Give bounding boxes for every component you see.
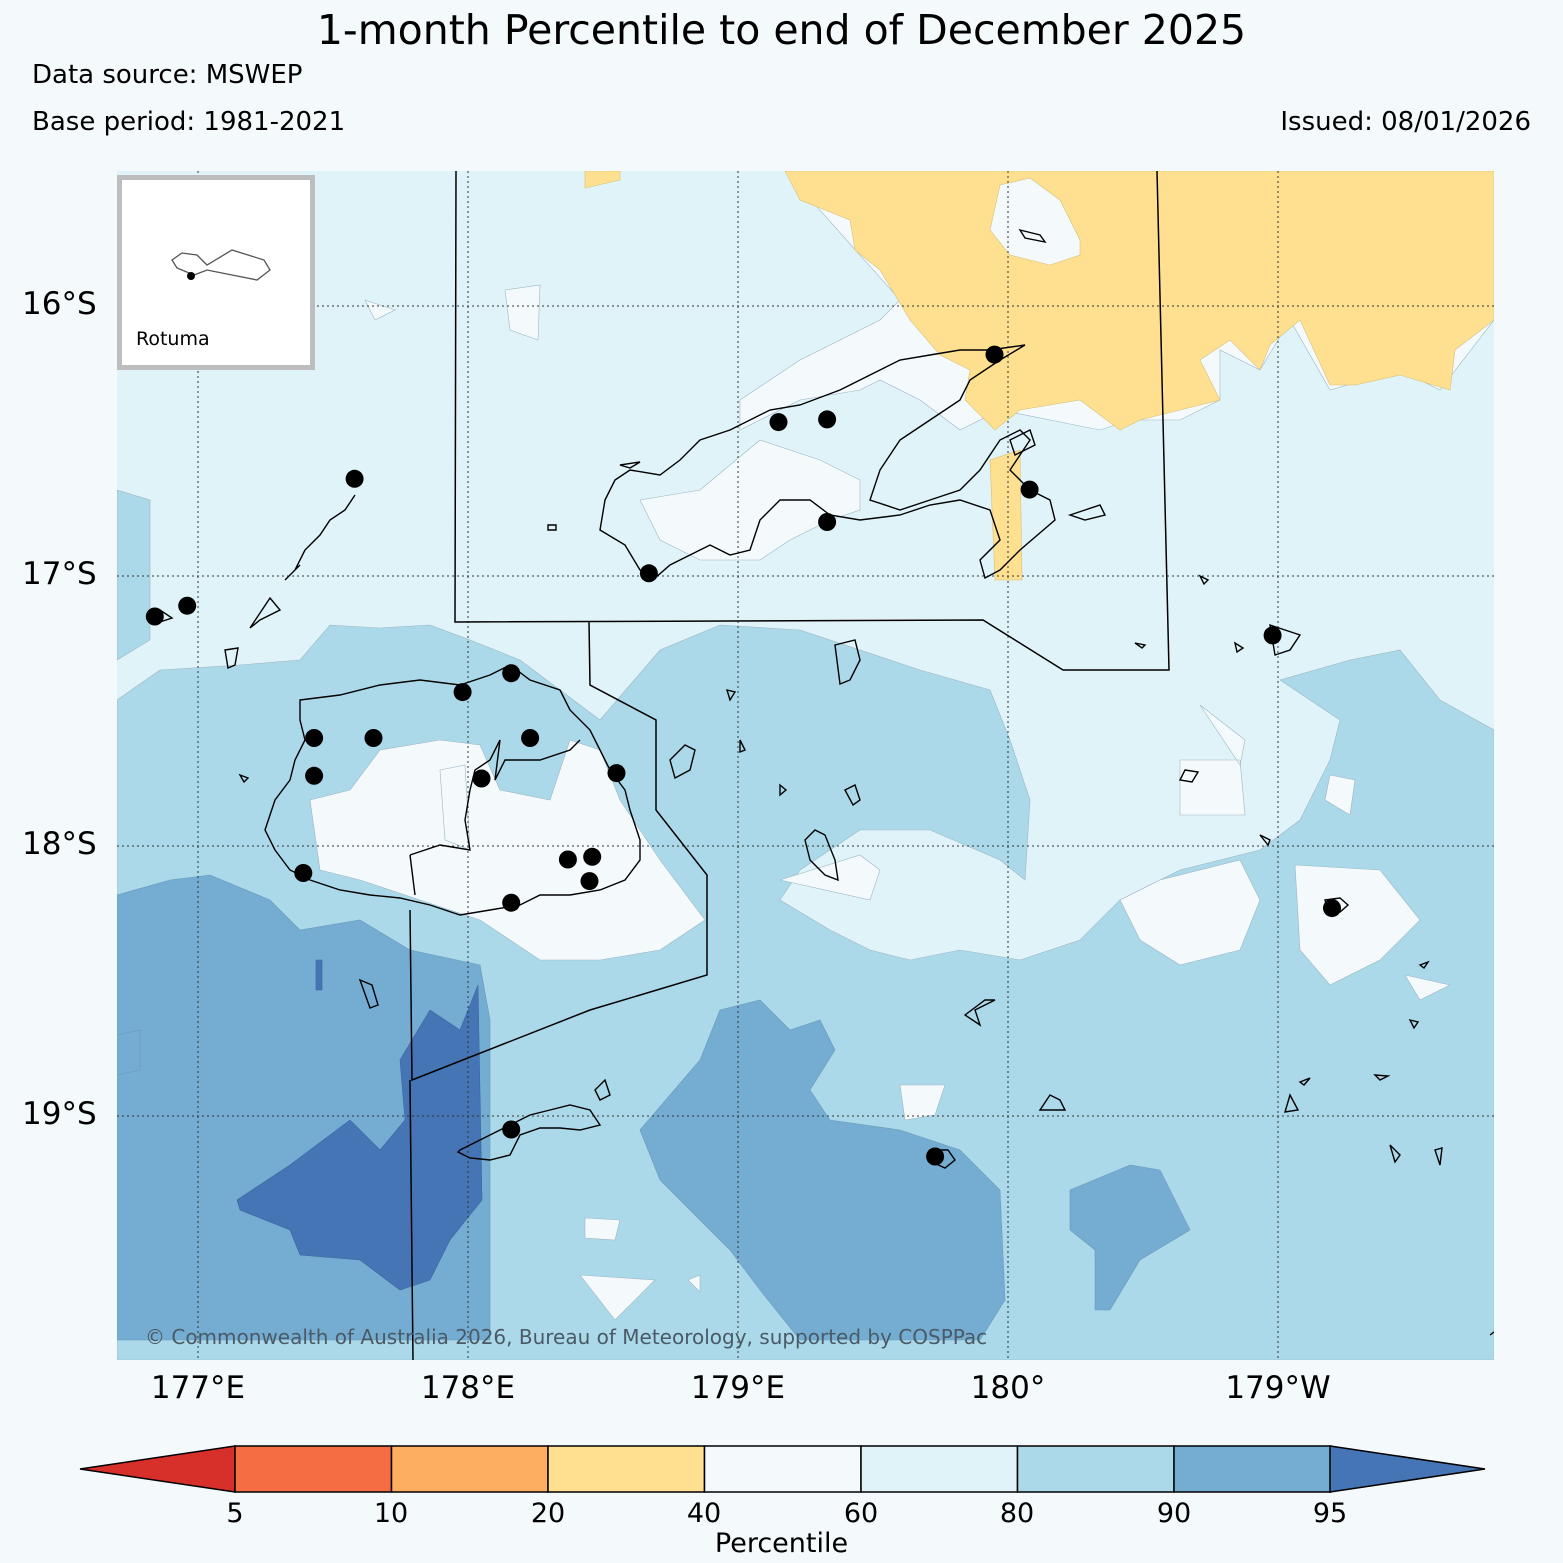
field-40-60-lake	[989, 177, 1081, 266]
lat-label-16s: 16°S	[22, 286, 97, 322]
colorbar-tick-5: 5	[226, 1498, 244, 1529]
field-20-40	[584, 171, 1494, 581]
lat-label-17s: 17°S	[22, 556, 97, 592]
division-boundaries	[409, 171, 1170, 1360]
station-marker	[639, 564, 658, 583]
copyright-notice: © Commonwealth of Australia 2026, Bureau…	[145, 1325, 988, 1349]
station-marker	[294, 864, 313, 882]
inset-label: Rotuma	[136, 328, 210, 350]
station-marker	[145, 607, 164, 626]
colorbar-title: Percentile	[714, 1528, 849, 1559]
colorbar-tick-95: 95	[1312, 1498, 1348, 1529]
lon-label-179w: 179°W	[1225, 1370, 1331, 1406]
station-marker	[502, 664, 521, 683]
station-marker	[305, 766, 324, 785]
station-marker	[364, 729, 383, 747]
colorbar-bin-40-60	[703, 1445, 862, 1493]
colorbar-tick-90: 90	[1156, 1498, 1192, 1529]
graticule	[117, 171, 1494, 1360]
station-marker	[926, 1147, 945, 1166]
issued-date: Issued: 08/01/2026	[1280, 107, 1531, 137]
station-marker	[502, 1120, 521, 1139]
station-marker	[178, 596, 197, 615]
station-marker	[607, 764, 626, 783]
station-marker	[305, 729, 324, 747]
lat-label-19s: 19°S	[22, 1096, 97, 1132]
colorbar-tick-80: 80	[999, 1498, 1035, 1529]
lon-label-177e: 177°E	[150, 1370, 246, 1406]
station-marker	[818, 513, 837, 531]
colorbar-tick-20: 20	[530, 1498, 566, 1529]
lat-label-18s: 18°S	[22, 826, 97, 862]
station-marker	[345, 469, 364, 488]
rotuma-inset: Rotuma	[117, 175, 315, 370]
lon-label-180: 180°	[970, 1370, 1046, 1406]
station-marker	[558, 850, 577, 869]
station-marker	[818, 410, 837, 429]
colorbar-tick-40: 40	[686, 1498, 722, 1529]
colorbar-bin-80-90	[1016, 1445, 1175, 1493]
colorbar-tick-10: 10	[373, 1498, 409, 1529]
coastlines	[148, 228, 1494, 1336]
colorbar-bin-60-80	[860, 1445, 1019, 1493]
colorbar-bin-10-20	[390, 1445, 549, 1493]
percentile-field	[117, 171, 1494, 1360]
station-marker	[580, 872, 599, 891]
rotuma-island-icon	[171, 249, 271, 281]
colorbar-bin-20-40	[547, 1445, 706, 1493]
field-40-60-south	[579, 704, 1451, 1321]
station-marker	[502, 893, 521, 912]
station-marker	[1263, 626, 1282, 645]
station-marker	[583, 847, 602, 866]
colorbar-extend-low	[79, 1445, 236, 1493]
colorbar-bin-90-95	[1173, 1445, 1332, 1493]
station-marker	[985, 345, 1004, 364]
station-marker	[1020, 480, 1039, 499]
station-marker	[769, 413, 788, 432]
colorbar-tick-60: 60	[843, 1498, 879, 1529]
data-source: Data source: MSWEP	[32, 60, 303, 90]
map-title: 1-month Percentile to end of December 20…	[316, 6, 1247, 54]
colorbar-extend-high	[1329, 1445, 1486, 1493]
colorbar-bin-5-10	[234, 1445, 393, 1493]
base-period: Base period: 1981-2021	[32, 107, 346, 137]
lon-label-179e: 179°E	[690, 1370, 786, 1406]
station-marker	[453, 683, 472, 702]
field-gt95	[236, 959, 483, 1291]
colorbar	[79, 1445, 1486, 1493]
station-marker	[521, 729, 540, 747]
lon-label-178e: 178°E	[420, 1370, 516, 1406]
station-markers	[145, 345, 1341, 1166]
station-marker	[472, 769, 491, 788]
station-marker	[1323, 899, 1341, 918]
